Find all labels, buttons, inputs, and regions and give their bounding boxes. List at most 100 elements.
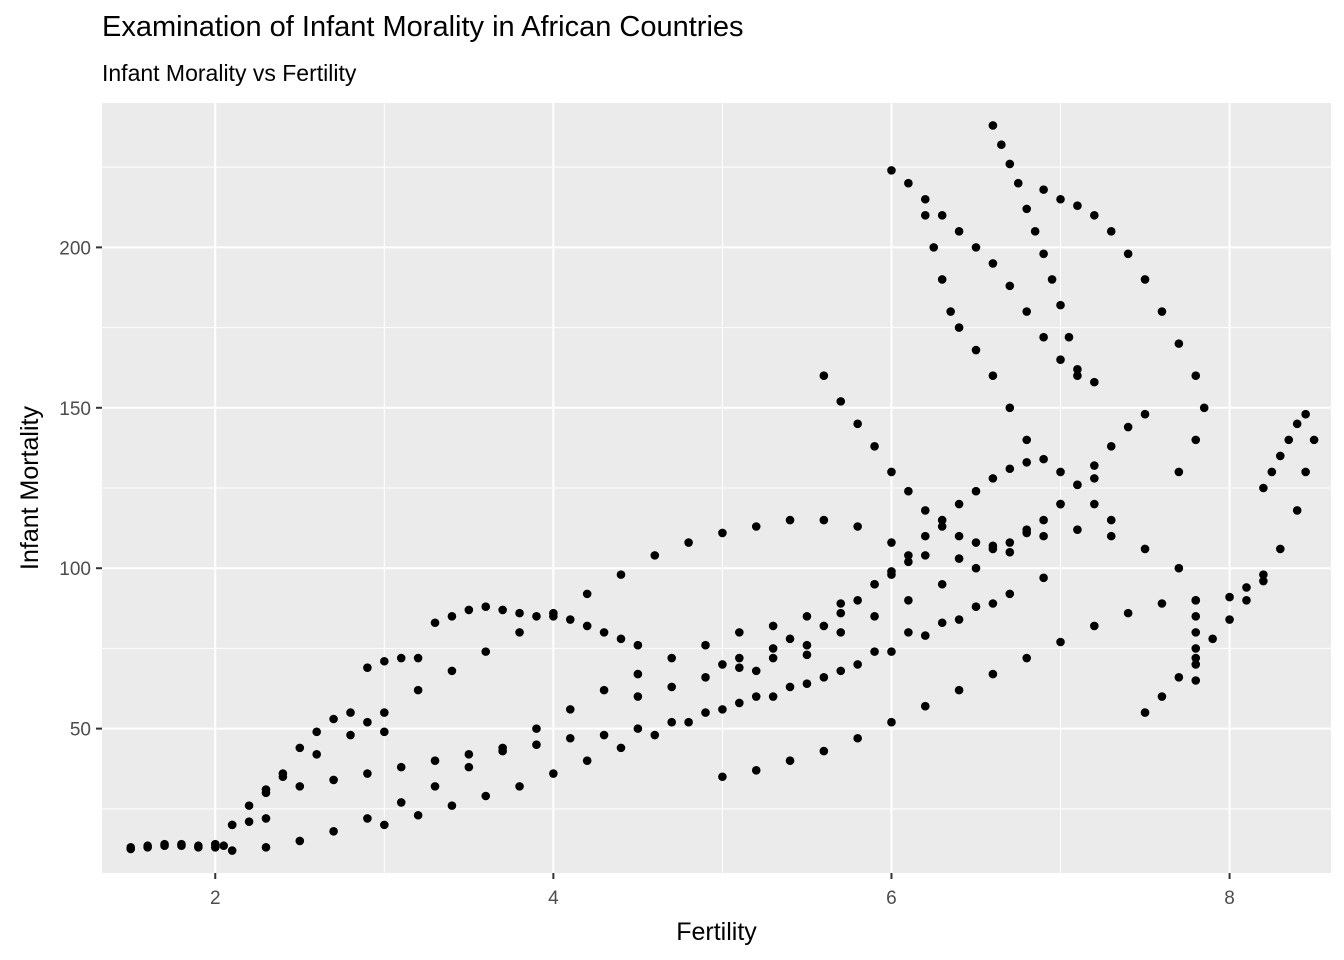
data-point bbox=[194, 841, 203, 851]
data-point bbox=[971, 563, 981, 573]
data-point bbox=[1039, 185, 1048, 194]
data-point bbox=[937, 275, 947, 284]
data-point bbox=[413, 810, 423, 820]
chart-subtitle: Infant Morality vs Fertility bbox=[102, 60, 357, 86]
data-point bbox=[177, 839, 186, 849]
data-point bbox=[971, 345, 981, 355]
x-axis: 2 4 6 8 bbox=[210, 873, 1235, 909]
data-point bbox=[887, 166, 896, 175]
data-point bbox=[920, 531, 930, 541]
data-point bbox=[937, 618, 947, 628]
data-point bbox=[751, 666, 761, 676]
data-point bbox=[363, 663, 372, 672]
data-point bbox=[785, 682, 795, 692]
data-point bbox=[751, 522, 761, 531]
data-point bbox=[599, 730, 609, 740]
data-point bbox=[227, 846, 237, 855]
x-axis-title: Fertility bbox=[676, 918, 757, 946]
data-point bbox=[515, 608, 524, 618]
data-point bbox=[532, 740, 541, 749]
data-point bbox=[380, 708, 389, 717]
data-point bbox=[363, 769, 372, 778]
data-point bbox=[1030, 227, 1040, 236]
data-point bbox=[261, 843, 271, 852]
data-point bbox=[464, 605, 474, 615]
data-point bbox=[1056, 467, 1065, 477]
data-point bbox=[802, 612, 812, 621]
data-point bbox=[143, 841, 152, 851]
data-point bbox=[1259, 570, 1268, 579]
data-point bbox=[380, 727, 389, 737]
data-point bbox=[1039, 454, 1048, 464]
data-point bbox=[836, 608, 846, 618]
data-point bbox=[954, 554, 964, 563]
data-point bbox=[532, 612, 541, 621]
data-point bbox=[904, 628, 913, 637]
data-point bbox=[227, 820, 237, 830]
data-point bbox=[684, 538, 693, 547]
major-gridlines bbox=[102, 103, 1331, 873]
data-point bbox=[971, 243, 981, 252]
data-point bbox=[735, 663, 744, 672]
data-point bbox=[1013, 178, 1023, 188]
data-point bbox=[802, 650, 812, 660]
data-point bbox=[1191, 653, 1201, 663]
data-point bbox=[1106, 515, 1116, 525]
data-point bbox=[1174, 339, 1184, 348]
data-point bbox=[701, 672, 710, 682]
data-point bbox=[988, 474, 998, 483]
data-point bbox=[751, 692, 761, 701]
data-point bbox=[481, 791, 491, 801]
data-point bbox=[430, 618, 440, 628]
data-point bbox=[582, 621, 592, 631]
data-point bbox=[1073, 201, 1082, 210]
data-point bbox=[1005, 403, 1015, 413]
data-point bbox=[498, 605, 507, 615]
data-point bbox=[1064, 332, 1074, 342]
data-point bbox=[819, 371, 829, 381]
data-point bbox=[735, 628, 744, 637]
data-point bbox=[481, 647, 491, 656]
data-point bbox=[1284, 435, 1294, 445]
data-point bbox=[1090, 499, 1099, 509]
data-point bbox=[565, 705, 575, 714]
data-point bbox=[920, 506, 930, 515]
data-point bbox=[701, 640, 710, 650]
data-point bbox=[1022, 528, 1032, 538]
data-point bbox=[633, 724, 643, 733]
data-point bbox=[1140, 708, 1150, 717]
data-point bbox=[363, 717, 372, 727]
data-point bbox=[1047, 275, 1057, 284]
data-point bbox=[1191, 435, 1201, 445]
data-point bbox=[819, 672, 829, 682]
data-point bbox=[718, 772, 727, 782]
data-point bbox=[312, 727, 321, 737]
data-point bbox=[1056, 637, 1065, 647]
data-point bbox=[261, 814, 271, 823]
y-tick-label: 50 bbox=[70, 720, 91, 741]
data-point bbox=[599, 685, 609, 695]
data-point bbox=[413, 653, 423, 663]
data-point bbox=[1157, 692, 1167, 701]
minor-gridlines bbox=[102, 103, 1331, 873]
data-point bbox=[447, 801, 457, 810]
data-point bbox=[853, 660, 862, 669]
data-point bbox=[887, 717, 896, 727]
data-point bbox=[819, 746, 829, 756]
data-point bbox=[819, 621, 829, 631]
data-point bbox=[1191, 628, 1201, 637]
data-point bbox=[785, 756, 795, 766]
data-point bbox=[1174, 563, 1184, 573]
data-point bbox=[1309, 435, 1319, 445]
data-point bbox=[515, 628, 524, 637]
data-point bbox=[836, 666, 846, 676]
data-point bbox=[785, 634, 795, 644]
data-point bbox=[244, 801, 254, 810]
data-point bbox=[498, 746, 507, 756]
data-point bbox=[1208, 634, 1217, 644]
data-point bbox=[396, 798, 406, 807]
data-point bbox=[565, 615, 575, 624]
data-point bbox=[1157, 599, 1167, 608]
data-point bbox=[295, 782, 305, 791]
data-point bbox=[971, 486, 981, 496]
